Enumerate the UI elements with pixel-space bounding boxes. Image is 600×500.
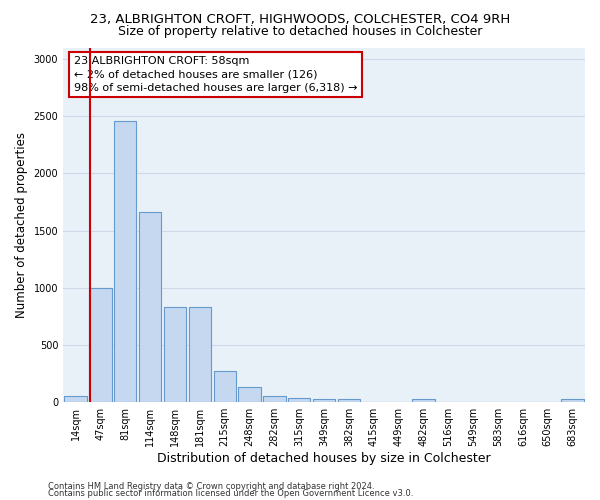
Text: 23 ALBRIGHTON CROFT: 58sqm
← 2% of detached houses are smaller (126)
98% of semi: 23 ALBRIGHTON CROFT: 58sqm ← 2% of detac… — [74, 56, 357, 93]
Text: Contains HM Land Registry data © Crown copyright and database right 2024.: Contains HM Land Registry data © Crown c… — [48, 482, 374, 491]
Text: Contains public sector information licensed under the Open Government Licence v3: Contains public sector information licen… — [48, 489, 413, 498]
Bar — [164, 307, 186, 402]
Text: Size of property relative to detached houses in Colchester: Size of property relative to detached ho… — [118, 25, 482, 38]
Bar — [263, 396, 286, 402]
X-axis label: Distribution of detached houses by size in Colchester: Distribution of detached houses by size … — [157, 452, 491, 465]
Bar — [288, 398, 310, 402]
Bar — [114, 120, 136, 402]
Bar — [64, 396, 87, 402]
Bar — [338, 400, 360, 402]
Bar — [188, 307, 211, 402]
Bar — [562, 399, 584, 402]
Bar — [139, 212, 161, 402]
Bar — [214, 372, 236, 402]
Y-axis label: Number of detached properties: Number of detached properties — [15, 132, 28, 318]
Bar — [313, 399, 335, 402]
Bar — [89, 288, 112, 402]
Bar — [238, 388, 261, 402]
Bar — [412, 399, 434, 402]
Text: 23, ALBRIGHTON CROFT, HIGHWOODS, COLCHESTER, CO4 9RH: 23, ALBRIGHTON CROFT, HIGHWOODS, COLCHES… — [90, 12, 510, 26]
